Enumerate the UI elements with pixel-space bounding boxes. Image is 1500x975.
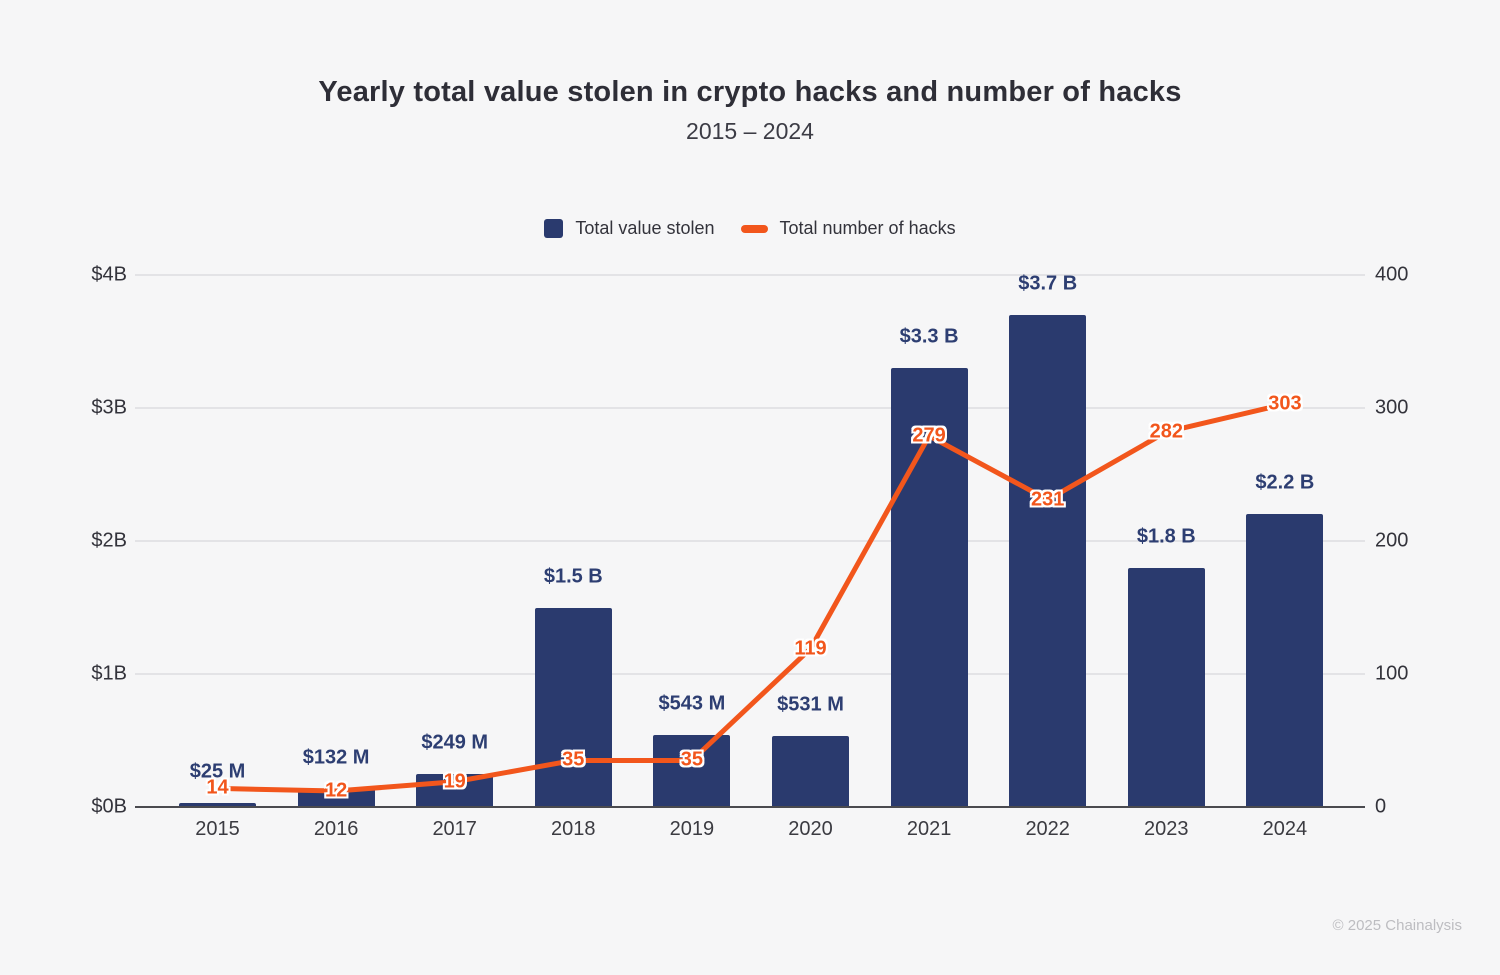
y-axis-left-tick-label: $0B	[91, 795, 127, 818]
x-axis-tick-label: 2018	[551, 818, 596, 840]
x-axis-tick-label: 2017	[432, 818, 477, 840]
bar-2022	[1009, 314, 1087, 807]
legend-item-total-value-stolen: Total value stolen	[544, 218, 715, 239]
x-axis-tick-label: 2019	[669, 818, 715, 840]
y-axis-right-tick-label: 300	[1375, 396, 1409, 419]
line-value-label: 35	[680, 748, 704, 771]
bar-value-label: $1.8 B	[1136, 525, 1196, 548]
line-value-label: 282	[1149, 420, 1183, 443]
bar-value-label: $249 M	[421, 731, 489, 754]
y-axis-left-tick-label: $2B	[91, 529, 127, 552]
y-axis-right-tick-label: 400	[1375, 263, 1409, 286]
bar-value-label: $1.5 B	[543, 565, 603, 587]
y-axis-right-tick-label: 0	[1375, 795, 1387, 818]
line-value-label: 19	[443, 770, 466, 793]
bar-2023	[1127, 567, 1205, 807]
bar-value-label: $132 M	[302, 746, 370, 769]
bar-2020	[772, 736, 849, 807]
x-axis-tick-label: 2022	[1025, 818, 1070, 840]
x-axis-tick-label: 2020	[788, 818, 833, 840]
line-value-label: 35	[562, 748, 585, 771]
x-axis-tick-label: 2024	[1262, 818, 1308, 840]
line-value-label: 231	[1031, 488, 1065, 511]
bar-value-label: $3.7 B	[1018, 272, 1078, 295]
y-axis-left-tick-label: $4B	[91, 263, 127, 286]
x-axis-tick-label: 2023	[1144, 818, 1189, 840]
y-axis-right-tick-label: 100	[1375, 662, 1409, 685]
gridline	[135, 274, 1365, 276]
chart-title: Yearly total value stolen in crypto hack…	[318, 76, 1182, 108]
bar-value-label: $543 M	[658, 692, 726, 715]
line-value-label: 303	[1268, 392, 1302, 415]
line-value-label: 279	[912, 424, 946, 447]
line-value-label: 14	[206, 776, 229, 799]
chart-subtitle: 2015 – 2024	[686, 118, 814, 144]
bar-2024	[1246, 514, 1324, 807]
bar-value-label: $3.3 B	[899, 325, 959, 348]
line-value-label: 119	[794, 637, 827, 660]
bar-series-swatch-icon	[544, 219, 564, 238]
y-axis-right-tick-label: 200	[1375, 529, 1409, 552]
bar-value-label: $2.2 B	[1255, 471, 1315, 494]
x-axis-tick-label: 2016	[313, 818, 359, 840]
legend-label: Total value stolen	[575, 218, 715, 238]
hacks-line	[215, 401, 1288, 794]
legend-label: Total number of hacks	[779, 218, 956, 238]
x-axis-tick-label: 2021	[906, 818, 952, 840]
line-series-swatch-icon	[740, 224, 768, 233]
bar-2018	[534, 607, 612, 807]
y-axis-left-tick-label: $3B	[91, 396, 127, 419]
bar-2015	[179, 803, 256, 807]
copyright-credit: © 2025 Chainalysis	[1332, 917, 1462, 934]
chart-legend: Total value stolen Total number of hacks	[0, 218, 1500, 239]
bar-2016	[297, 789, 375, 807]
x-axis-baseline	[135, 806, 1365, 808]
y-axis-left-tick-label: $1B	[91, 662, 127, 685]
gridline	[135, 407, 1365, 409]
x-axis-tick-label: 2015	[195, 818, 240, 840]
bar-value-label: $531 M	[777, 693, 844, 716]
legend-item-total-number-of-hacks: Total number of hacks	[740, 218, 956, 239]
line-value-label: 12	[324, 779, 348, 802]
